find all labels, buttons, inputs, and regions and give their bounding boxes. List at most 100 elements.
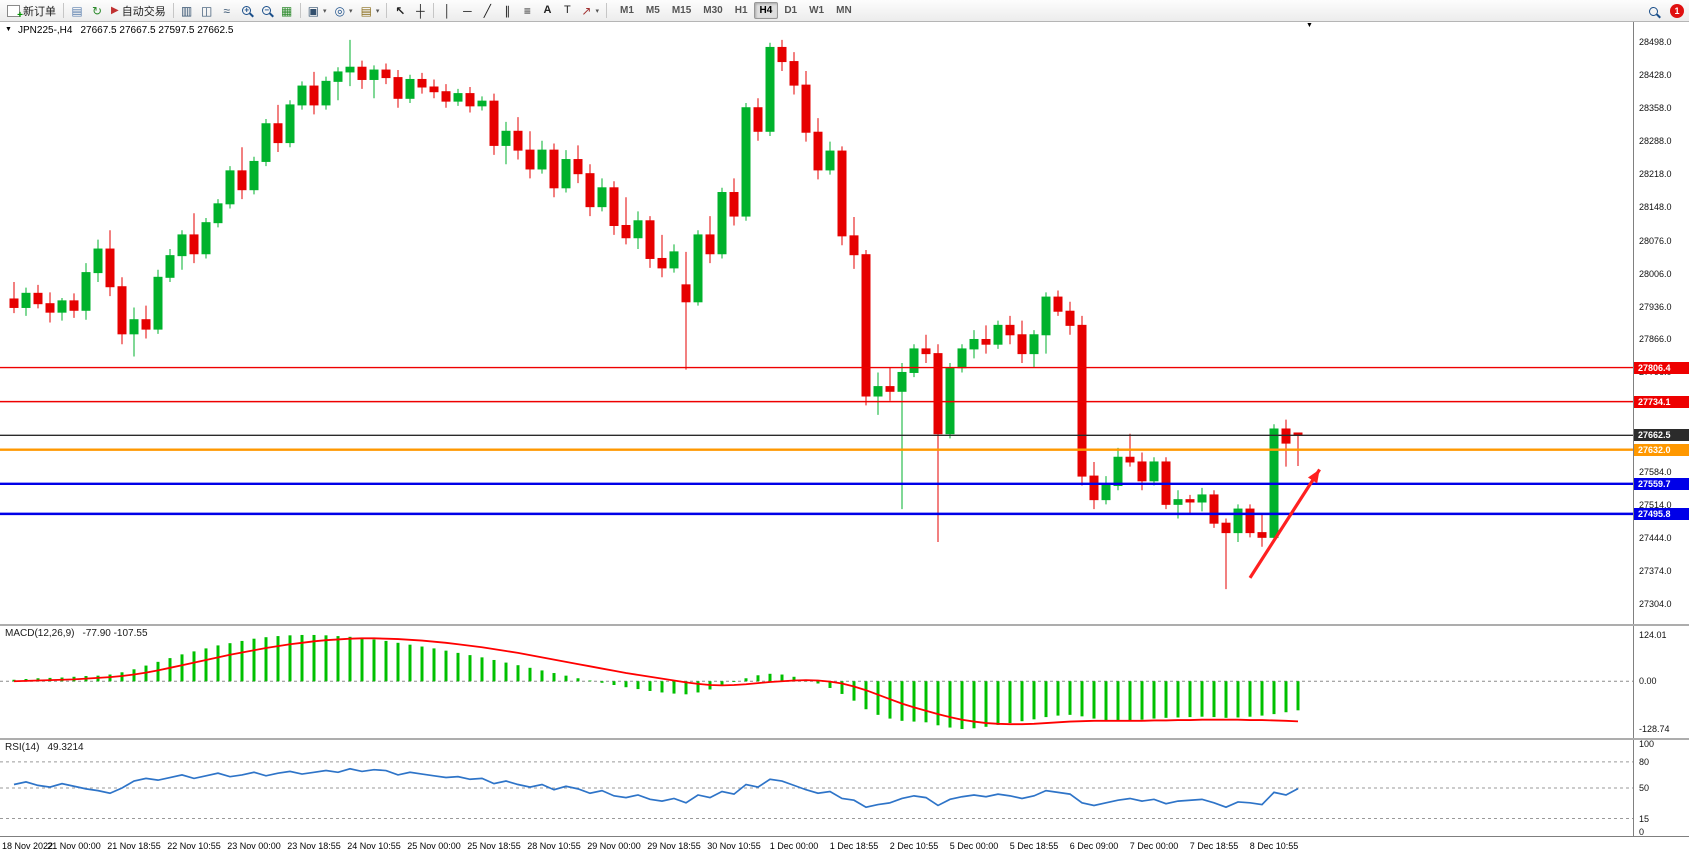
macd-panel: 124.01 0.00 -128.74 MACD(12,26,9) -77.90 -…: [0, 624, 1689, 738]
macd-axis-label: 124.01: [1639, 629, 1667, 640]
time-axis-row: 18 Nov 2022 21 Nov 00:00 21 Nov 18:55 22 No…: [0, 836, 1689, 859]
timeframe-m5-button[interactable]: M5: [645, 5, 660, 16]
candlestick-chart-canvas[interactable]: [0, 22, 1633, 624]
horizontal-line-button[interactable]: ─: [457, 1, 477, 20]
autotrading-button[interactable]: ▶ 自动交易: [107, 1, 170, 20]
chart-shift-marker[interactable]: ▼: [1306, 22, 1313, 29]
templates-button[interactable]: ▤ ▾: [357, 1, 384, 20]
macd-name: MACD(12,26,9): [5, 628, 75, 639]
rsi-axis[interactable]: 100 80 50 15 0: [1633, 739, 1689, 837]
cursor-icon: ↖: [395, 3, 406, 18]
chevron-down-icon: ▾: [375, 7, 380, 15]
time-axis-label: 29 Nov 00:00: [587, 841, 641, 851]
macd-axis[interactable]: 124.01 0.00 -128.74: [1633, 626, 1689, 738]
vertical-line-button[interactable]: │: [437, 1, 457, 20]
price-axis-label: 28076.0: [1639, 235, 1672, 246]
price-axis-label: 27444.0: [1639, 533, 1672, 544]
printer-icon: ▤: [71, 3, 83, 18]
price-axis[interactable]: 28498.0 28428.0 28358.0 28288.0 28218.0 28148…: [1633, 22, 1689, 624]
macd-label: MACD(12,26,9) -77.90 -107.55: [5, 628, 148, 639]
toolbar-right-group: 1: [1643, 0, 1684, 22]
profiles-button[interactable]: ◎ ▾: [331, 1, 357, 20]
rsi-value: 49.3214: [47, 742, 84, 753]
price-axis-label: 28218.0: [1639, 168, 1672, 179]
new-chart-icon: ▣: [307, 3, 320, 18]
new-order-button[interactable]: 新订单: [3, 1, 60, 21]
timeframe-h4-button[interactable]: H4: [753, 2, 779, 19]
arrow-icon: ↗: [581, 3, 592, 18]
time-axis-label: 30 Nov 10:55: [707, 841, 761, 851]
rsi-axis-label: 80: [1639, 756, 1650, 767]
time-axis-label: 29 Nov 18:55: [647, 841, 701, 851]
time-axis-label: 25 Nov 18:55: [467, 841, 521, 851]
rsi-axis-label: 50: [1639, 783, 1650, 793]
toolbar: 新订单 ▤ ↻ ▶ 自动交易 ▥ ◫ ≈ + − ▦: [0, 0, 1689, 22]
search-button[interactable]: [1643, 2, 1663, 21]
line-chart-button[interactable]: ≈: [217, 1, 237, 20]
fibonacci-button[interactable]: ≡: [517, 1, 537, 20]
chart-ohlc-values: 27667.5 27667.5 27597.5 27662.5: [80, 25, 234, 36]
timeframe-w1-button[interactable]: W1: [809, 5, 825, 16]
timeframe-h1-button[interactable]: H1: [734, 5, 748, 16]
rsi-axis-label: 100: [1639, 739, 1655, 750]
profiles-icon: ◎: [334, 3, 346, 18]
time-axis-label: 5 Dec 00:00: [949, 841, 999, 851]
timeframe-d1-button[interactable]: D1: [784, 5, 798, 16]
zoom-in-button[interactable]: +: [237, 1, 257, 20]
print-button[interactable]: ▤: [67, 1, 87, 20]
price-axis-label: 27936.0: [1639, 301, 1672, 312]
notification-badge[interactable]: 1: [1670, 4, 1684, 18]
time-axis-label: 6 Dec 09:00: [1069, 841, 1119, 851]
time-axis[interactable]: 18 Nov 2022 21 Nov 00:00 21 Nov 18:55 22 No…: [0, 837, 1633, 859]
new-chart-button[interactable]: ▣ ▾: [304, 1, 331, 20]
tile-windows-button[interactable]: ▦: [277, 1, 297, 20]
refresh-button[interactable]: ↻: [87, 1, 107, 20]
chevron-down-icon: ▾: [323, 7, 327, 15]
price-tag: 27662.5: [1634, 429, 1689, 442]
zoom-out-button[interactable]: −: [257, 1, 277, 20]
bar-chart-button[interactable]: ▥: [177, 1, 197, 20]
time-axis-label: 8 Dec 10:55: [1249, 841, 1299, 851]
price-tag: 27806.4: [1634, 361, 1689, 374]
line-chart-icon: ≈: [223, 3, 230, 18]
autotrading-label: 自动交易: [121, 5, 166, 18]
trendline-button[interactable]: ╱: [477, 1, 497, 20]
horizontal-line-icon: ─: [463, 3, 472, 18]
timeframe-m1-button[interactable]: M1: [620, 5, 634, 16]
autotrading-icon: ▶: [111, 4, 119, 16]
timeframe-m30-button[interactable]: M30: [703, 5, 723, 16]
macd-axis-label: 0.00: [1639, 676, 1657, 687]
toolbar-separator: [299, 3, 301, 18]
timeframe-mn-button[interactable]: MN: [836, 5, 852, 16]
time-axis-label: 2 Dec 10:55: [889, 841, 939, 851]
time-axis-label: 22 Nov 10:55: [167, 841, 221, 851]
zoom-out-icon: −: [262, 6, 272, 15]
price-axis-label: 27584.0: [1639, 467, 1672, 478]
time-axis-label: 25 Nov 00:00: [407, 841, 461, 851]
time-axis-label: 28 Nov 10:55: [527, 841, 581, 851]
crosshair-button[interactable]: ┼: [410, 1, 430, 20]
macd-canvas[interactable]: [0, 626, 1633, 738]
candlestick-chart-button[interactable]: ◫: [197, 1, 217, 20]
time-axis-label: 23 Nov 00:00: [227, 841, 281, 851]
channel-button[interactable]: ∥: [497, 1, 517, 20]
arrows-button[interactable]: ↗ ▾: [577, 1, 603, 20]
vertical-line-icon: │: [443, 3, 452, 18]
time-axis-label: 24 Nov 10:55: [347, 841, 401, 851]
cursor-button[interactable]: ↖: [390, 1, 410, 20]
timeframe-m15-button[interactable]: M15: [671, 5, 692, 16]
search-icon: [1648, 6, 1658, 16]
symbol-dropdown-triangle[interactable]: ▼: [5, 26, 12, 33]
rsi-canvas[interactable]: [0, 740, 1633, 836]
chevron-down-icon: ▾: [349, 7, 353, 15]
price-axis-label: 28498.0: [1639, 36, 1672, 47]
templates-icon: ▤: [360, 3, 372, 18]
time-axis-label: 23 Nov 18:55: [287, 841, 341, 851]
toolbar-separator: [606, 3, 607, 18]
rsi-name: RSI(14): [5, 742, 40, 753]
rsi-panel: 100 80 50 15 0 RSI(14) 49.3214: [0, 738, 1689, 837]
text-button[interactable]: A: [537, 1, 557, 20]
macd-values: -77.90 -107.55: [82, 628, 148, 639]
zoom-in-icon: +: [242, 6, 252, 15]
text-label-button[interactable]: T: [557, 1, 577, 20]
